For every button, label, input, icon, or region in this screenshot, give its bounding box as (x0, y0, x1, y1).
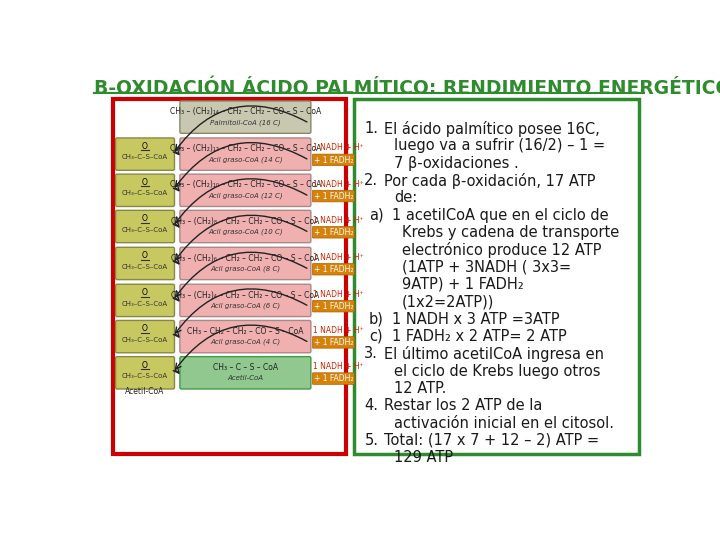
Text: 1 NADH + H⁺: 1 NADH + H⁺ (313, 290, 364, 299)
Text: CH₃–C–S–CoA: CH₃–C–S–CoA (122, 191, 168, 197)
FancyBboxPatch shape (116, 174, 174, 206)
Text: + 1 FADH₂: + 1 FADH₂ (314, 228, 353, 237)
FancyBboxPatch shape (116, 320, 174, 353)
Text: O: O (142, 325, 148, 333)
Text: Total: (17 x 7 + 12 – 2) ATP =: Total: (17 x 7 + 12 – 2) ATP = (384, 433, 600, 448)
Text: Acil graso-CoA (4 C): Acil graso-CoA (4 C) (210, 339, 281, 345)
Text: + 1 FADH₂: + 1 FADH₂ (314, 156, 353, 165)
Text: CH₃ – CH₂ – CH₂ – CO – S – CoA: CH₃ – CH₂ – CH₂ – CO – S – CoA (187, 327, 304, 336)
Text: CH₃ – (CH₂)₁₀ – CH₂ – CH₂ – CO – S – CoA: CH₃ – (CH₂)₁₀ – CH₂ – CH₂ – CO – S – CoA (170, 180, 321, 190)
Text: CH₃ – (CH₂)₁₄ – CH₂ – CH₂ – CO – S – CoA: CH₃ – (CH₂)₁₄ – CH₂ – CH₂ – CO – S – CoA (170, 107, 321, 116)
Text: Acil graso-CoA (10 C): Acil graso-CoA (10 C) (208, 228, 283, 235)
FancyBboxPatch shape (180, 174, 311, 206)
FancyBboxPatch shape (312, 264, 354, 275)
Text: Acil graso-CoA (6 C): Acil graso-CoA (6 C) (210, 302, 281, 309)
Text: 9ATP) + 1 FADH₂: 9ATP) + 1 FADH₂ (402, 277, 523, 292)
Text: 1 NADH + H⁺: 1 NADH + H⁺ (313, 144, 364, 152)
Text: CH₃–C–S–CoA: CH₃–C–S–CoA (122, 227, 168, 233)
Text: Acil graso-CoA (14 C): Acil graso-CoA (14 C) (208, 156, 283, 163)
Text: Por cada β-oxidación, 17 ATP: Por cada β-oxidación, 17 ATP (384, 173, 596, 189)
Text: CH₃ – (CH₂)₈ – CH₂ – CH₂ – CO – S – CoA: CH₃ – (CH₂)₈ – CH₂ – CH₂ – CO – S – CoA (171, 217, 320, 226)
FancyBboxPatch shape (116, 211, 174, 242)
Text: O: O (142, 288, 148, 297)
FancyBboxPatch shape (180, 211, 311, 242)
FancyBboxPatch shape (180, 356, 311, 389)
FancyBboxPatch shape (312, 190, 354, 202)
Text: (1x2=2ATP)): (1x2=2ATP)) (402, 294, 494, 309)
Text: c): c) (369, 329, 382, 344)
Text: activación inicial en el citosol.: activación inicial en el citosol. (394, 416, 613, 430)
Text: CH₃–C–S–CoA: CH₃–C–S–CoA (122, 264, 168, 269)
Text: El último acetilCoA ingresa en: El último acetilCoA ingresa en (384, 346, 605, 362)
Text: CH₃ – C – S – CoA: CH₃ – C – S – CoA (213, 363, 278, 372)
Text: el ciclo de Krebs luego otros: el ciclo de Krebs luego otros (394, 363, 600, 379)
Text: + 1 FADH₂: + 1 FADH₂ (314, 338, 353, 347)
Text: + 1 FADH₂: + 1 FADH₂ (314, 302, 353, 311)
Text: (1ATP + 3NADH ( 3x3=: (1ATP + 3NADH ( 3x3= (402, 260, 571, 275)
Text: de:: de: (394, 190, 417, 205)
FancyBboxPatch shape (116, 284, 174, 316)
FancyBboxPatch shape (180, 101, 311, 133)
Text: 7 β-oxidaciones .: 7 β-oxidaciones . (394, 156, 518, 171)
Text: 1 NADH + H⁺: 1 NADH + H⁺ (313, 362, 364, 371)
Text: CH₃ – (CH₂)₆ – CH₂ – CH₂ – CO – S – CoA: CH₃ – (CH₂)₆ – CH₂ – CH₂ – CO – S – CoA (171, 254, 320, 262)
Text: 1.: 1. (364, 121, 378, 136)
Text: electrónico produce 12 ATP: electrónico produce 12 ATP (402, 242, 601, 258)
Text: B-OXIDACIÓN ÁCIDO PALMÍTICO: RENDIMIENTO ENERGÉTICO: B-OXIDACIÓN ÁCIDO PALMÍTICO: RENDIMIENTO… (94, 79, 720, 98)
Text: CH₃ – (CH₂)₄ – CH₂ – CH₂ – CO – S – CoA: CH₃ – (CH₂)₄ – CH₂ – CH₂ – CO – S – CoA (171, 291, 320, 300)
Text: O: O (142, 251, 148, 260)
FancyBboxPatch shape (116, 356, 174, 389)
Text: + 1 FADH₂: + 1 FADH₂ (314, 374, 353, 383)
Bar (113, 99, 346, 454)
Text: CH₃ – (CH₂)₁₂ – CH₂ – CH₂ – CO – S – CoA: CH₃ – (CH₂)₁₂ – CH₂ – CH₂ – CO – S – CoA (170, 144, 321, 153)
Text: CH₃–C–S–CoA: CH₃–C–S–CoA (122, 337, 168, 343)
Text: El ácido palmítico posee 16C,: El ácido palmítico posee 16C, (384, 121, 600, 137)
Text: O: O (142, 142, 148, 151)
FancyBboxPatch shape (180, 138, 311, 170)
Bar (354, 99, 639, 454)
Text: CH₃–C–S–CoA: CH₃–C–S–CoA (122, 154, 168, 160)
Text: 5.: 5. (364, 433, 378, 448)
Text: 1 NADH + H⁺: 1 NADH + H⁺ (313, 216, 364, 225)
Text: 1 NADH x 3 ATP =3ATP: 1 NADH x 3 ATP =3ATP (392, 312, 560, 327)
Text: 1 NADH + H⁺: 1 NADH + H⁺ (313, 326, 364, 335)
Text: 1 NADH + H⁺: 1 NADH + H⁺ (313, 180, 364, 188)
Text: luego va a sufrir (16/2) – 1 =: luego va a sufrir (16/2) – 1 = (394, 138, 605, 153)
FancyBboxPatch shape (312, 373, 354, 384)
Text: + 1 FADH₂: + 1 FADH₂ (314, 192, 353, 201)
FancyBboxPatch shape (116, 247, 174, 280)
Text: Acil graso-CoA (8 C): Acil graso-CoA (8 C) (210, 266, 281, 272)
Text: Palmitoil-CoA (16 C): Palmitoil-CoA (16 C) (210, 119, 281, 126)
Text: Acil graso-CoA (12 C): Acil graso-CoA (12 C) (208, 192, 283, 199)
Text: 3.: 3. (364, 346, 378, 361)
Text: 2.: 2. (364, 173, 379, 188)
FancyBboxPatch shape (312, 226, 354, 238)
Text: 12 ATP.: 12 ATP. (394, 381, 446, 396)
FancyBboxPatch shape (312, 336, 354, 348)
Text: O: O (142, 214, 148, 224)
Text: Acetil-CoA: Acetil-CoA (228, 375, 264, 381)
Text: + 1 FADH₂: + 1 FADH₂ (314, 265, 353, 274)
Text: 4.: 4. (364, 398, 378, 413)
Text: 129 ATP: 129 ATP (394, 450, 453, 465)
FancyBboxPatch shape (116, 138, 174, 170)
Text: O: O (142, 361, 148, 369)
FancyBboxPatch shape (180, 320, 311, 353)
FancyBboxPatch shape (312, 300, 354, 312)
Text: O: O (142, 178, 148, 187)
Text: Krebs y cadena de transporte: Krebs y cadena de transporte (402, 225, 618, 240)
FancyBboxPatch shape (312, 154, 354, 166)
Text: CH₃–C–S–CoA: CH₃–C–S–CoA (122, 373, 168, 379)
Text: Acetil-CoA: Acetil-CoA (125, 387, 165, 396)
FancyBboxPatch shape (180, 284, 311, 316)
Text: 1 NADH + H⁺: 1 NADH + H⁺ (313, 253, 364, 262)
Text: CH₃–C–S–CoA: CH₃–C–S–CoA (122, 300, 168, 307)
Text: a): a) (369, 208, 384, 222)
FancyBboxPatch shape (180, 247, 311, 280)
Text: Restar los 2 ATP de la: Restar los 2 ATP de la (384, 398, 543, 413)
Text: 1 FADH₂ x 2 ATP= 2 ATP: 1 FADH₂ x 2 ATP= 2 ATP (392, 329, 567, 344)
Text: b): b) (369, 312, 384, 327)
Text: 1 acetilCoA que en el ciclo de: 1 acetilCoA que en el ciclo de (392, 208, 609, 222)
